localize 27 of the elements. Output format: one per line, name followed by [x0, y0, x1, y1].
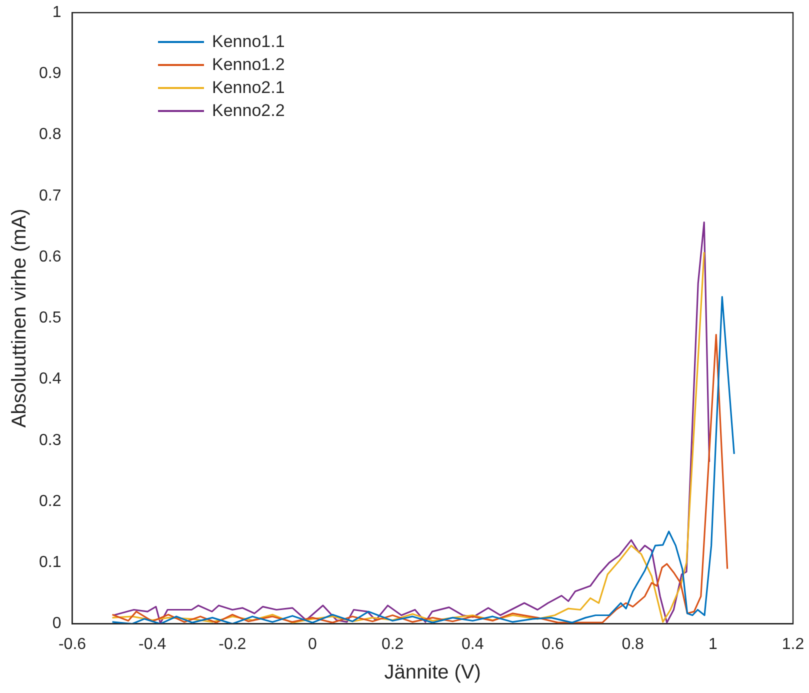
- x-tick-label: 1: [708, 636, 718, 653]
- x-tick-label: 0: [308, 636, 318, 653]
- x-axis-title: Jännite (V): [384, 662, 481, 684]
- y-tick-label: 0.3: [38, 432, 62, 449]
- y-tick-label: 0.2: [38, 492, 62, 510]
- x-tick-label: -0.6: [58, 636, 86, 653]
- y-tick-label: 0.4: [38, 370, 62, 388]
- x-tick-label: -0.4: [138, 636, 166, 653]
- legend-label: Kenno2.1: [212, 77, 285, 99]
- x-tick-label: -0.2: [218, 636, 246, 653]
- y-tick-label: 0.1: [38, 554, 62, 572]
- x-tick-label: 1.2: [782, 636, 804, 653]
- legend-label: Kenno1.2: [212, 54, 285, 76]
- x-tick-label: 0.4: [462, 636, 484, 653]
- legend-label: Kenno2.2: [212, 100, 285, 122]
- y-tick-label: 0: [52, 615, 62, 632]
- y-tick-label: 0.9: [38, 65, 62, 82]
- y-axis-title: Absoluuttinen virhe (mA): [8, 208, 31, 428]
- y-tick-label: 0.5: [38, 310, 62, 327]
- x-tick-label: 0.2: [381, 636, 404, 653]
- y-tick-label: 0.7: [38, 187, 62, 204]
- y-tick-label: 0.8: [38, 126, 62, 144]
- x-tick-label: 0.8: [622, 636, 644, 653]
- legend-label: Kenno1.1: [212, 31, 285, 53]
- y-tick-label: 0.6: [38, 248, 62, 266]
- y-tick-label: 1: [52, 4, 62, 22]
- x-tick-label: 0.6: [542, 636, 564, 653]
